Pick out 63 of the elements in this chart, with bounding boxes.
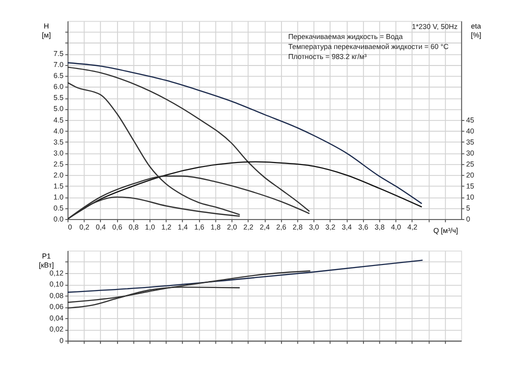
x-axis-title: Q [м³/ч]	[433, 226, 458, 236]
x-tick-label: 1,2	[161, 222, 172, 232]
y-tick-label: 0	[60, 336, 64, 345]
y2-tick-label: 0	[466, 214, 470, 224]
y-tick-label: 0,10	[50, 280, 64, 289]
y-tick-label: 0,04	[50, 313, 64, 322]
x-tick-label: 2,8	[292, 222, 303, 232]
y-tick-label: 2.0	[54, 170, 64, 180]
y-tick-label: 1.0	[54, 192, 64, 202]
annotation: Плотность = 983.2 кг/м³	[288, 52, 368, 61]
x-tick-label: 1,0	[145, 222, 156, 232]
y-tick-label: 0,12	[50, 268, 64, 278]
y2-tick-label: 30	[466, 148, 474, 158]
x-tick-label: 2,0	[227, 222, 238, 232]
y-axis-title: H [м]	[42, 22, 51, 40]
y-tick-label: 3.0	[54, 148, 64, 158]
y-tick-label: 3.5	[54, 137, 64, 146]
y-axis-title: P1 [кВт]	[38, 251, 54, 270]
y-tick-label: 1.5	[54, 181, 64, 190]
x-tick-label: 3,8	[374, 222, 385, 232]
y-tick-label: 6.5	[54, 71, 64, 80]
y-tick-label: 7.0	[54, 60, 64, 70]
y2-axis-title: eta [%]	[470, 22, 482, 40]
annotation: 1*230 V, 50Hz	[412, 22, 458, 32]
x-tick-label: 4,2	[407, 222, 418, 232]
x-tick-label: 4,0	[391, 222, 402, 232]
y2-tick-label: 35	[466, 137, 474, 146]
y2-tick-label: 10	[466, 192, 474, 202]
y-tick-label: 0.5	[54, 203, 64, 212]
y-tick-label: 0,02	[50, 324, 64, 334]
y-tick-label: 5.5	[54, 93, 64, 102]
x-tick-label: 0	[68, 222, 72, 232]
x-tick-label: 3,4	[342, 222, 352, 232]
y2-tick-label: 20	[466, 170, 474, 180]
y-tick-label: 2.5	[54, 159, 64, 168]
x-tick-label: 0,8	[128, 222, 139, 232]
y-tick-label: 4.5	[54, 115, 64, 124]
x-tick-label: 1,6	[194, 222, 204, 232]
y-tick-label: 0.0	[54, 214, 64, 224]
y2-tick-label: 40	[466, 126, 474, 136]
y2-tick-label: 25	[466, 159, 474, 168]
y-tick-label: 6.0	[54, 82, 64, 92]
y2-tick-label: 15	[466, 181, 474, 190]
y-tick-label: 4.0	[54, 126, 64, 136]
x-tick-label: 0,6	[112, 222, 122, 232]
y-tick-label: 0,08	[50, 290, 64, 300]
x-tick-label: 2,4	[260, 222, 270, 232]
x-tick-label: 1,8	[210, 222, 221, 232]
y-tick-label: 0,06	[50, 302, 64, 312]
annotation: Температура перекачиваемой жидкости = 60 °C	[288, 42, 449, 51]
y2-tick-label: 45	[466, 115, 474, 124]
y2-tick-label: 5	[466, 203, 470, 212]
y-tick-label: 5.0	[54, 104, 64, 114]
x-tick-label: 3,2	[325, 222, 336, 232]
x-tick-label: 1,4	[178, 222, 188, 232]
x-tick-label: 3,6	[358, 222, 368, 232]
x-tick-label: 0,4	[96, 222, 106, 232]
y-tick-label: 7.5	[54, 49, 64, 58]
x-tick-label: 3,0	[309, 222, 320, 232]
annotation: Перекачиваемая жидкость = Вода	[288, 32, 403, 41]
x-tick-label: 2,2	[243, 222, 254, 232]
x-tick-label: 2,6	[276, 222, 286, 232]
x-tick-label: 0,2	[79, 222, 90, 232]
